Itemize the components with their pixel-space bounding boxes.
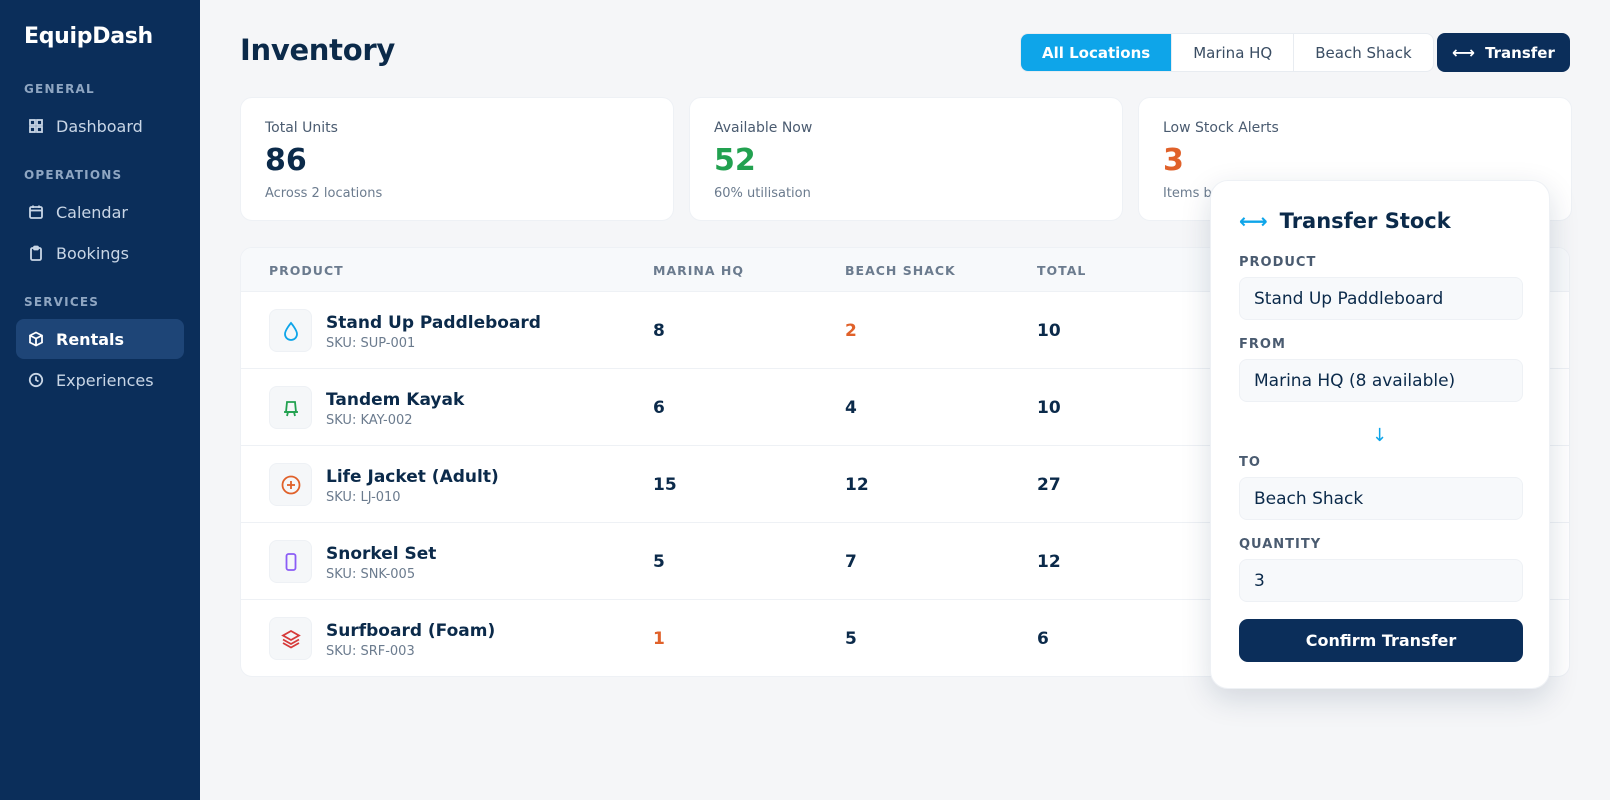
product-sku: SKU: SRF-003 [326,644,415,659]
stat-label: Total Units [265,120,338,136]
product-field-label: PRODUCT [1239,255,1317,270]
quantity-input[interactable]: 3 [1239,559,1523,602]
beach-shack-count: 5 [845,629,857,649]
sidebar: EquipDash GENERAL Dashboard OPERATIONS C… [0,0,200,800]
total-count: 10 [1037,321,1061,341]
column-header-beach-shack[interactable]: BEACH SHACK [845,263,956,278]
total-count: 10 [1037,398,1061,418]
marina-hq-count: 6 [653,398,665,418]
beach-shack-count: 4 [845,398,857,418]
sidebar-item-calendar[interactable]: Calendar [16,192,184,232]
clipboard-icon [28,245,44,261]
column-header-product[interactable]: PRODUCT [269,263,344,278]
clock-icon [28,372,44,388]
total-count: 6 [1037,629,1049,649]
table-row[interactable]: Tandem Kayak SKU: KAY-002 6 4 10 [241,369,1569,446]
swap-arrows-icon: ⟷ [1239,209,1268,233]
product-name: Life Jacket (Adult) [326,467,499,487]
column-header-marina-hq[interactable]: MARINA HQ [653,263,744,278]
table-row[interactable]: Life Jacket (Adult) SKU: LJ-010 15 12 27 [241,446,1569,523]
swap-arrows-icon: ⟷ [1452,43,1476,62]
stat-label: Low Stock Alerts [1163,120,1279,136]
sidebar-item-label: Experiences [56,370,154,390]
stat-card-total-units: Total Units 86 Across 2 locations [240,97,674,221]
marina-hq-count: 8 [653,321,665,341]
product-sku: SKU: KAY-002 [326,413,413,428]
nav-section-services: SERVICES [24,295,100,309]
sidebar-item-experiences[interactable]: Experiences [16,360,184,400]
product-name: Tandem Kayak [326,390,465,410]
calendar-icon [28,204,44,220]
table-row[interactable]: Stand Up Paddleboard SKU: SUP-001 8 2 10 [241,292,1569,369]
sidebar-item-label: Bookings [56,243,129,263]
total-count: 27 [1037,475,1061,495]
quantity-field-label: QUANTITY [1239,537,1322,552]
stat-sub: 60% utilisation [714,186,811,201]
product-sku: SKU: SUP-001 [326,336,416,351]
total-count: 12 [1037,552,1061,572]
grid-icon [28,118,44,134]
plus-circle-icon [269,463,312,506]
table-row[interactable]: Snorkel Set SKU: SNK-005 5 7 12 [241,523,1569,600]
beach-shack-count: 12 [845,475,869,495]
filter-beach-shack[interactable]: Beach Shack [1315,43,1412,62]
sidebar-item-dashboard[interactable]: Dashboard [16,106,184,146]
table-row[interactable]: Surfboard (Foam) SKU: SRF-003 1 5 6 [241,600,1569,676]
product-sku: SKU: SNK-005 [326,567,416,582]
marina-hq-count: 5 [653,552,665,572]
stat-value: 86 [265,143,307,178]
product-select[interactable]: Stand Up Paddleboard [1239,277,1523,320]
brand-logo[interactable]: EquipDash [24,24,153,49]
beach-shack-count: 2 [845,321,857,341]
sidebar-item-rentals[interactable]: Rentals [16,319,184,359]
sidebar-item-bookings[interactable]: Bookings [16,233,184,273]
layers-icon [269,617,312,660]
filter-all-locations[interactable]: All Locations [1021,34,1173,71]
panel-title-label: Transfer Stock [1279,209,1451,233]
product-name: Surfboard (Foam) [326,621,496,641]
arrow-down-icon: ↓ [1372,425,1388,446]
box-icon [28,331,44,347]
transfer-stock-panel: ⟷ Transfer Stock PRODUCT Stand Up Paddle… [1210,180,1550,689]
stat-card-available-now: Available Now 52 60% utilisation [689,97,1123,221]
from-location-select[interactable]: Marina HQ (8 available) [1239,359,1523,402]
page-title: Inventory [240,33,395,67]
sidebar-item-label: Rentals [56,329,125,349]
marina-hq-count: 1 [653,629,665,649]
phone-icon [269,540,312,583]
location-filter: All Locations Marina HQ Beach Shack [1020,33,1434,72]
stat-sub: Items be [1163,186,1220,201]
from-field-label: FROM [1239,337,1286,352]
marina-hq-count: 15 [653,475,677,495]
beach-shack-count: 7 [845,552,857,572]
product-name: Stand Up Paddleboard [326,313,541,333]
product-sku: SKU: LJ-010 [326,490,401,505]
nav-section-general: GENERAL [24,82,95,96]
stat-sub: Across 2 locations [265,186,383,201]
to-location-select[interactable]: Beach Shack [1239,477,1523,520]
column-header-total[interactable]: TOTAL [1037,263,1087,278]
sidebar-item-label: Calendar [56,202,128,222]
drop-icon [269,309,312,352]
stat-label: Available Now [714,120,813,136]
product-name: Snorkel Set [326,544,437,564]
filter-marina-hq[interactable]: Marina HQ [1172,34,1295,71]
panel-title: ⟷ Transfer Stock [1239,209,1451,233]
nav-section-operations: OPERATIONS [24,168,123,182]
bell-icon [269,386,312,429]
transfer-button-label: Transfer [1485,43,1555,62]
sidebar-item-label: Dashboard [56,116,143,136]
stat-value: 52 [714,143,756,178]
confirm-transfer-button[interactable]: Confirm Transfer [1239,619,1523,662]
to-field-label: TO [1239,455,1261,470]
transfer-button[interactable]: ⟷ Transfer [1437,33,1570,72]
stat-value: 3 [1163,143,1184,178]
